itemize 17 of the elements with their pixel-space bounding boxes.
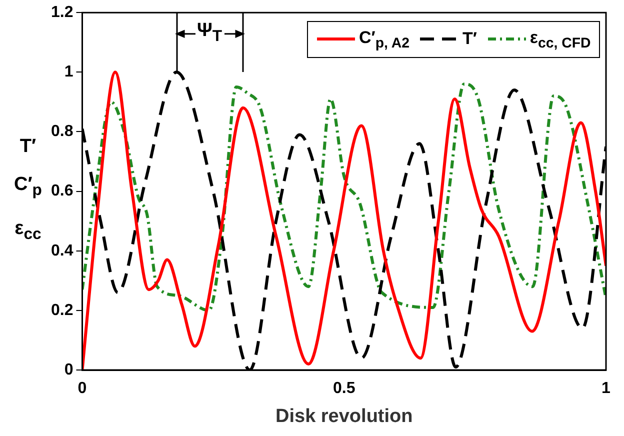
x-tick-label: 0.5 (332, 380, 356, 398)
legend-label: C′$_{p, A2}$ (359, 28, 410, 51)
x-axis-title: Disk revolution (275, 406, 413, 427)
y-tick-label: 0 (64, 361, 74, 378)
y-tick-label: 0.8 (50, 123, 74, 140)
legend-label: ε$_{cc, CFD}$ (530, 28, 591, 51)
y-tick-label: 1 (64, 64, 74, 81)
x-tick-label: 1 (602, 380, 611, 398)
y-tick-label: 0.4 (50, 242, 74, 260)
line-series (82, 82, 606, 312)
y-tick-label: 1.2 (50, 4, 74, 22)
y-tick-label: 0.6 (50, 182, 74, 200)
y-tick-label: 0.2 (50, 302, 74, 319)
annotation: Ψ$_{T}$ (194, 20, 224, 46)
legend-label: T′ (462, 29, 477, 50)
x-tick-label: 0 (78, 380, 87, 398)
text: T′ C′$_{p}$ ε$_{cc}$ (14, 136, 42, 243)
